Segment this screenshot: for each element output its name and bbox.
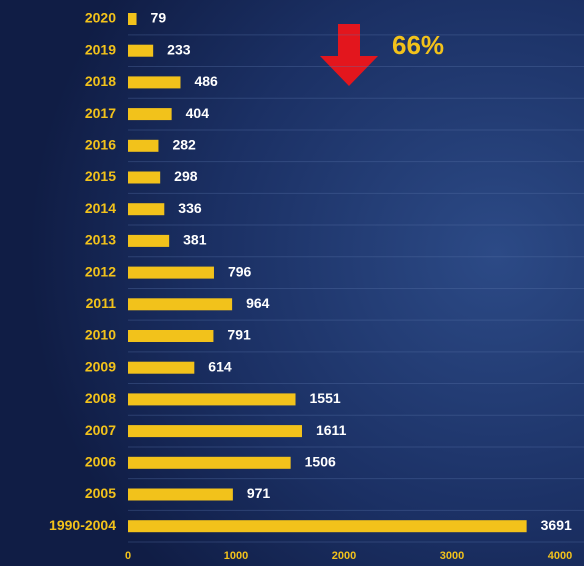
- bar: [128, 203, 165, 216]
- y-tick-label: 2005: [85, 485, 116, 501]
- value-label: 3691: [541, 517, 572, 533]
- bar: [128, 234, 170, 247]
- x-tick-label: 2000: [332, 550, 356, 562]
- annotation: 66%: [392, 30, 444, 60]
- bar: [128, 44, 154, 57]
- bar: [128, 330, 214, 342]
- x-tick-label: 0: [125, 550, 131, 562]
- value-label: 79: [151, 10, 167, 26]
- value-label: 1551: [310, 390, 341, 406]
- value-label: 614: [208, 358, 232, 374]
- x-tick-label: 3000: [440, 550, 464, 562]
- bar: [128, 266, 214, 279]
- value-label: 791: [227, 327, 251, 343]
- y-tick-label: 2020: [85, 10, 116, 26]
- bar: [128, 139, 159, 152]
- bar: [128, 520, 527, 533]
- y-tick-label: 2006: [85, 454, 116, 470]
- value-label: 1506: [305, 454, 336, 470]
- value-label: 486: [194, 73, 218, 89]
- value-label: 796: [228, 263, 252, 279]
- bar: [128, 298, 233, 311]
- x-tick-label: 1000: [224, 550, 248, 562]
- y-tick-label: 2019: [85, 41, 116, 57]
- y-tick-label: 2013: [85, 232, 116, 248]
- value-label: 381: [183, 232, 207, 248]
- y-tick-label: 2009: [85, 358, 116, 374]
- value-label: 971: [247, 485, 271, 501]
- x-tick-label: 4000: [548, 550, 572, 562]
- value-label: 1611: [316, 422, 347, 438]
- y-tick-label: 2014: [85, 200, 116, 216]
- bar: [128, 393, 296, 406]
- value-label: 298: [174, 168, 198, 184]
- value-label: 964: [246, 295, 270, 311]
- bar: [128, 13, 137, 25]
- value-label: 336: [178, 200, 202, 216]
- y-tick-label: 2012: [85, 263, 116, 279]
- y-tick-label: 2017: [85, 105, 116, 121]
- y-tick-label: 2018: [85, 73, 116, 89]
- bar: [128, 488, 233, 501]
- y-tick-label: 2015: [85, 168, 116, 184]
- value-label: 404: [186, 105, 210, 121]
- bar: [128, 425, 302, 438]
- bar: [128, 361, 195, 374]
- y-tick-label: 2010: [85, 327, 116, 343]
- bar: [128, 456, 291, 469]
- down-arrow: [320, 24, 378, 86]
- y-tick-label: 1990-2004: [49, 517, 116, 533]
- bar: [128, 108, 172, 121]
- y-tick-label: 2007: [85, 422, 116, 438]
- bar: [128, 76, 181, 89]
- bar: [128, 171, 161, 184]
- y-tick-label: 2008: [85, 390, 116, 406]
- value-label: 233: [167, 41, 191, 57]
- y-tick-label: 2011: [86, 295, 117, 311]
- y-tick-label: 2016: [85, 137, 116, 153]
- value-label: 282: [172, 137, 196, 153]
